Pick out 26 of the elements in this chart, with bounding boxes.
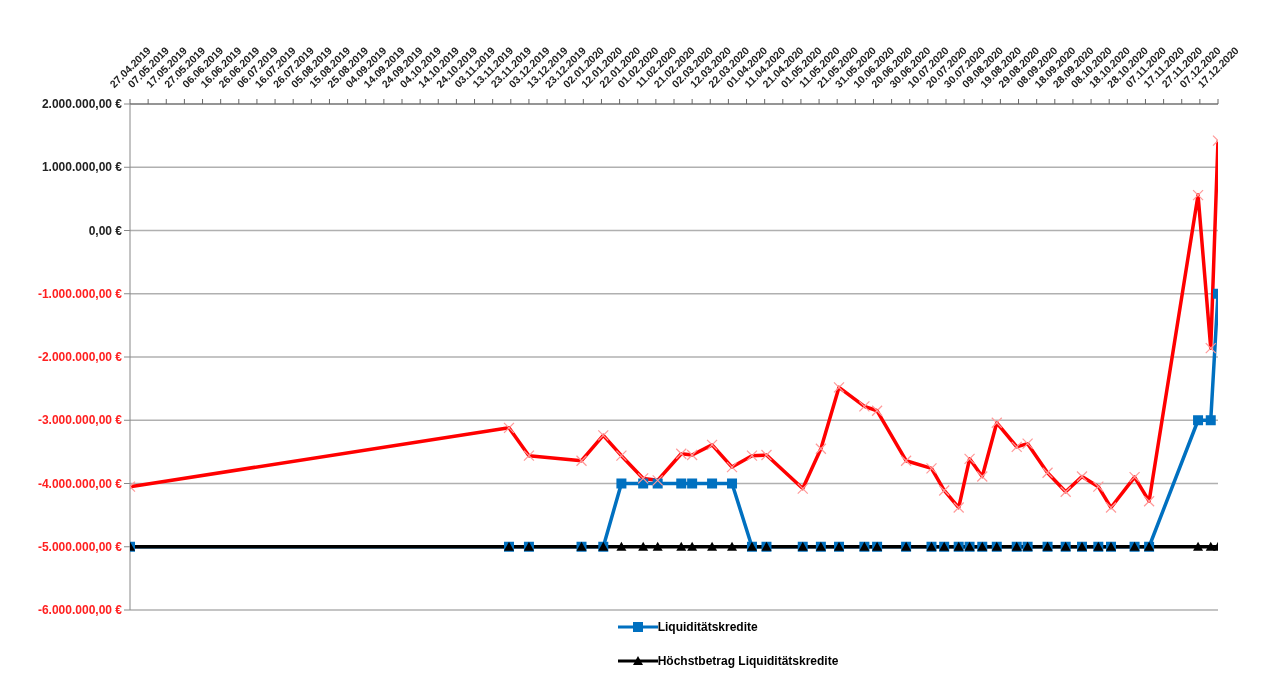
y-tick-label: -6.000.000,00 € — [37, 603, 123, 617]
point — [687, 541, 698, 551]
point — [727, 478, 738, 489]
point — [638, 541, 649, 551]
point — [616, 478, 627, 489]
point — [1193, 415, 1204, 426]
point — [687, 478, 698, 489]
legend-label: Liquiditätskredite — [657, 620, 758, 634]
point — [616, 541, 627, 551]
point — [707, 478, 718, 489]
point — [707, 541, 718, 551]
y-tick-label: 0,00 € — [88, 223, 123, 238]
y-tick-label: -5.000.000,00 € — [37, 539, 123, 554]
y-tick-label: 2.000.000,00 € — [41, 97, 123, 111]
y-tick-label: -1.000.000,00 € — [37, 286, 123, 301]
point — [676, 541, 687, 551]
legend-label: Höchstbetrag Liquiditätskredite — [657, 654, 839, 668]
y-tick-label: -3.000.000,00 € — [37, 413, 123, 428]
point — [727, 541, 738, 551]
point — [652, 541, 663, 551]
point — [676, 478, 687, 489]
y-tick-label: -4.000.000,00 € — [37, 476, 123, 491]
y-tick-label: 1.000.000,00 € — [41, 160, 123, 175]
point — [1193, 541, 1204, 551]
point — [1205, 415, 1216, 426]
y-tick-label: -2.000.000,00 € — [37, 350, 123, 364]
